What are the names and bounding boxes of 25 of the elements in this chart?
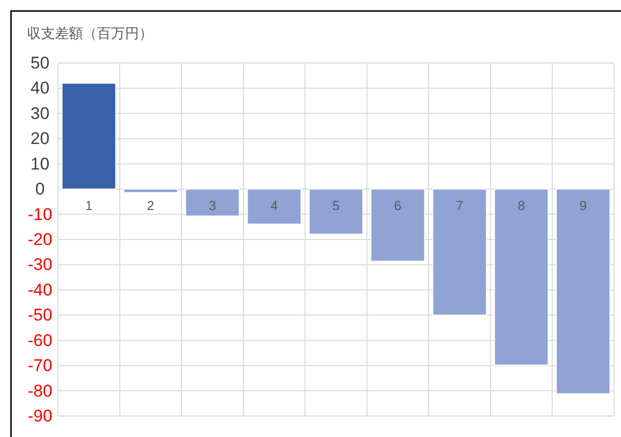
y-tick-label: -70 — [28, 356, 52, 376]
y-tick-label: -50 — [28, 306, 52, 325]
y-tick-label: 50 — [30, 54, 50, 72]
x-tick-label: 7 — [456, 198, 464, 214]
y-tick-label: -10 — [28, 204, 52, 224]
x-tick-label: 2 — [147, 198, 154, 214]
y-tick-label: -40 — [28, 280, 52, 300]
y-tick-label: -80 — [28, 381, 52, 400]
x-tick-label: 5 — [332, 198, 340, 214]
x-tick-label: 8 — [518, 198, 525, 214]
x-tick-label: 6 — [394, 198, 402, 214]
y-tick-label: 30 — [30, 104, 50, 123]
x-tick-label: 4 — [270, 198, 278, 214]
y-tick-label: -30 — [28, 255, 52, 274]
y-tick-label: 10 — [30, 154, 50, 174]
x-tick-label: 9 — [579, 198, 587, 214]
y-tick-label: -60 — [28, 330, 52, 350]
y-tick-label: 20 — [30, 129, 50, 148]
y-axis-title: 収支差額（百万円） — [27, 25, 153, 41]
y-tick-label: 40 — [30, 78, 50, 98]
x-tick-label: 1 — [85, 198, 93, 214]
y-tick-label: -20 — [28, 230, 52, 249]
y-tick-label: 0 — [35, 180, 45, 199]
y-tick-label: -90 — [28, 406, 52, 426]
x-tick-label: 3 — [208, 198, 216, 214]
